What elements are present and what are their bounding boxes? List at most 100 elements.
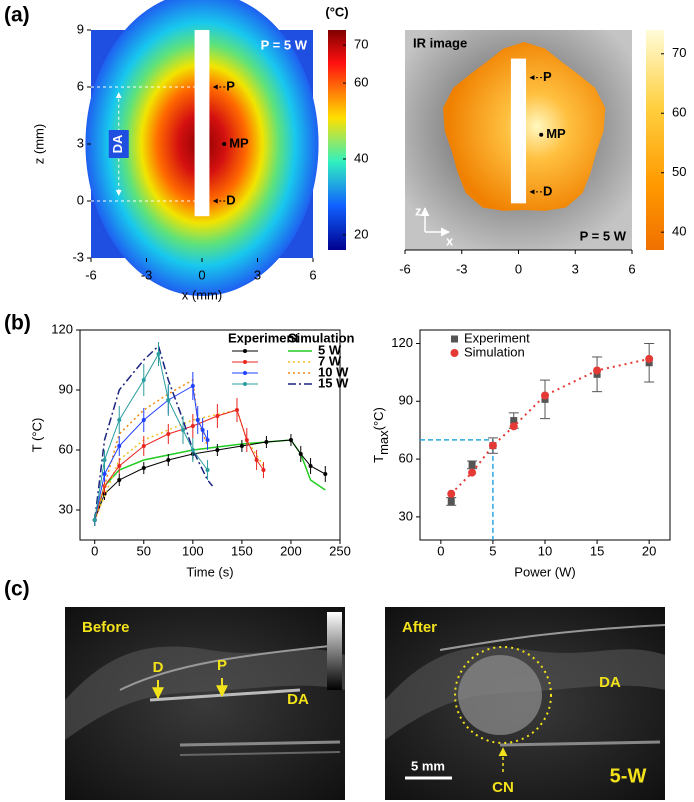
y-tick-label: 3 — [77, 135, 84, 150]
data-point — [264, 440, 269, 444]
data-point — [254, 458, 259, 462]
colorbar-tick-label: 70 — [354, 37, 368, 52]
y-tick-label: 120 — [51, 321, 73, 336]
x-tick-label: -3 — [141, 267, 153, 282]
legend-swatch — [243, 371, 247, 375]
x-tick-label: 0 — [437, 543, 444, 558]
data-point — [215, 448, 220, 452]
data-point — [234, 408, 239, 412]
data-point — [141, 378, 146, 382]
colorbar-tick-label: 70 — [672, 45, 686, 60]
y-tick-label: -3 — [72, 249, 84, 264]
colorbar-tick-label: 20 — [354, 226, 368, 241]
data-point — [102, 458, 107, 462]
data-point — [468, 461, 476, 469]
y-axis-label: T (°C) — [29, 418, 44, 453]
data-point — [195, 418, 200, 422]
marker-label: D — [543, 183, 552, 198]
power-label: 5-W — [610, 765, 647, 787]
data-point — [447, 497, 455, 505]
image-title: After — [402, 619, 437, 636]
x-tick-label: 6 — [628, 261, 635, 276]
applicator — [510, 58, 527, 204]
data-point — [239, 444, 244, 448]
y-axis-label-main: T — [371, 455, 386, 463]
colorbar-tick-label: 40 — [354, 150, 368, 165]
data-point — [288, 438, 293, 442]
fit-line — [450, 357, 650, 495]
data-point — [200, 428, 205, 432]
data-point — [190, 448, 195, 452]
marker-dot — [539, 132, 544, 137]
data-point — [215, 414, 220, 418]
y-tick-label: 90 — [399, 393, 413, 408]
image-title: Before — [82, 619, 130, 636]
marker-label: P — [543, 69, 552, 84]
data-point — [141, 466, 146, 470]
marker-label: MP — [546, 126, 566, 141]
axis-icon-label: z — [415, 203, 422, 218]
legend-swatch — [451, 335, 458, 343]
data-point — [102, 472, 107, 476]
colorbar — [328, 30, 346, 250]
data-point — [447, 489, 456, 498]
legend-label: 5 W — [318, 342, 342, 357]
scale-bar-label: 5 mm — [411, 758, 445, 773]
annotation: P = 5 W — [580, 228, 627, 243]
x-tick-label: 50 — [137, 543, 151, 558]
data-point — [166, 398, 171, 402]
legend-header: Experiment — [228, 330, 299, 345]
x-axis-label: Power (W) — [514, 564, 575, 579]
data-point — [298, 452, 303, 456]
x-tick-label: 5 — [489, 543, 496, 558]
data-point — [181, 428, 186, 432]
data-point — [205, 438, 210, 442]
colorbar-tick-label: 40 — [672, 224, 686, 239]
data-point — [166, 458, 171, 462]
x-tick-label: 100 — [182, 543, 204, 558]
x-tick-label: -6 — [85, 267, 97, 282]
da-label-bg — [108, 130, 129, 158]
x-axis-label: x (mm) — [182, 287, 222, 302]
experiment-line — [94, 385, 208, 521]
image-label: D — [153, 659, 164, 676]
y-tick-label: 30 — [59, 501, 73, 516]
y-axis-label: Tmax(°C) — [371, 407, 391, 463]
ultrasound-after — [385, 607, 666, 800]
image-label: DA — [287, 691, 309, 708]
image-label: CN — [492, 779, 514, 796]
y-tick-label: 120 — [391, 335, 413, 350]
experiment-line — [94, 439, 326, 521]
data-point — [244, 438, 249, 442]
y-tick-label: 90 — [59, 381, 73, 396]
y-tick-label: 9 — [77, 21, 84, 36]
panel-label: (c) — [4, 578, 30, 601]
colorbar-tick-label: 60 — [672, 105, 686, 120]
data-point — [488, 441, 497, 450]
x-tick-label: 20 — [642, 543, 656, 558]
x-tick-label: 200 — [280, 543, 302, 558]
y-axis-label-unit: (°C) — [371, 407, 386, 430]
data-point — [117, 478, 122, 482]
marker-dot — [222, 142, 227, 146]
legend-label: Experiment — [464, 330, 530, 345]
data-point — [117, 418, 122, 422]
legend-label: 7 W — [318, 353, 342, 368]
data-point — [166, 432, 171, 436]
x-tick-label: 15 — [590, 543, 604, 558]
legend-label: 15 W — [318, 375, 349, 390]
x-tick-label: 0 — [515, 261, 522, 276]
x-axis-label: Time (s) — [186, 564, 233, 579]
y-axis-label: z (mm) — [31, 124, 46, 164]
legend-header: Simulation — [288, 330, 355, 345]
legend-swatch — [243, 382, 247, 386]
legend-label: 10 W — [318, 364, 349, 379]
data-point — [593, 366, 602, 375]
panel-label: (a) — [4, 4, 30, 27]
y-axis-label-sub: max — [376, 430, 391, 455]
colorbar-tick-label: 60 — [354, 75, 368, 90]
data-point — [205, 468, 210, 472]
data-point — [92, 518, 97, 522]
y-tick-label: 30 — [399, 508, 413, 523]
